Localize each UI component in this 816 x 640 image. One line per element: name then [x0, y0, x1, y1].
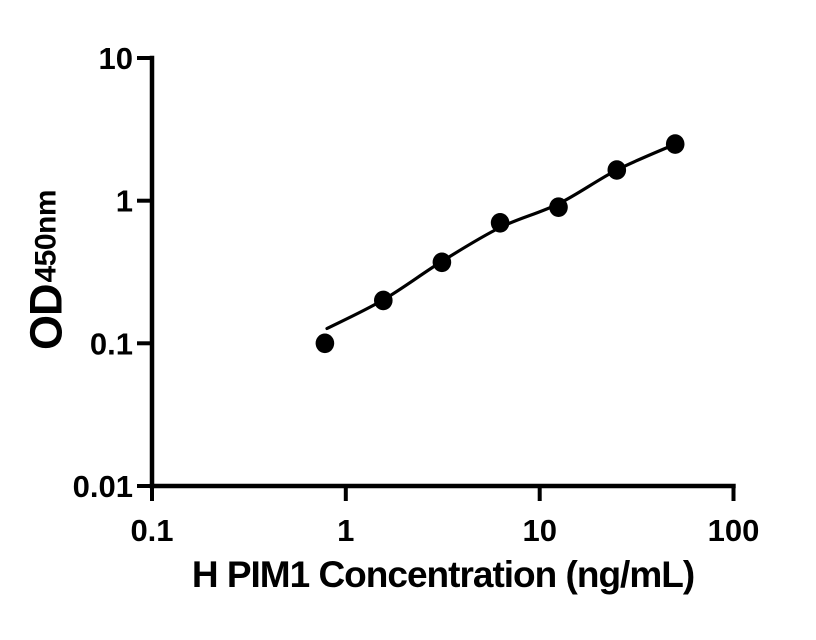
data-point	[374, 290, 393, 311]
data-point	[549, 197, 568, 217]
y-axis-title: OD 450nm	[20, 189, 72, 351]
x-axis-tick-labels: 0.1 1 10 100	[130, 513, 759, 548]
x-tick-label-0.1: 0.1	[130, 513, 173, 548]
y-axis-title-main: OD	[20, 284, 72, 351]
y-tick-label-1: 1	[116, 184, 133, 219]
y-tick-label-0.01: 0.01	[73, 469, 133, 504]
data-point	[665, 134, 685, 154]
y-tick-label-0.1: 0.1	[90, 326, 133, 361]
x-tick-label-10: 10	[522, 513, 556, 548]
y-axis-tick-labels: 0.01 0.1 1 10	[73, 41, 133, 504]
x-axis-ticks	[150, 486, 736, 501]
data-point	[490, 213, 510, 233]
data-point	[432, 252, 452, 273]
data-points	[315, 134, 685, 354]
y-axis-title-subscript: 450nm	[29, 189, 62, 283]
x-axis-title: H PIM1 Concentration (ng/mL)	[191, 554, 695, 595]
data-point	[315, 333, 335, 354]
axes	[149, 55, 736, 489]
x-tick-label-100: 100	[708, 513, 760, 548]
data-point	[607, 160, 627, 180]
y-axis-ticks	[137, 56, 152, 488]
y-tick-label-10: 10	[99, 41, 133, 76]
x-tick-label-1: 1	[337, 513, 354, 548]
